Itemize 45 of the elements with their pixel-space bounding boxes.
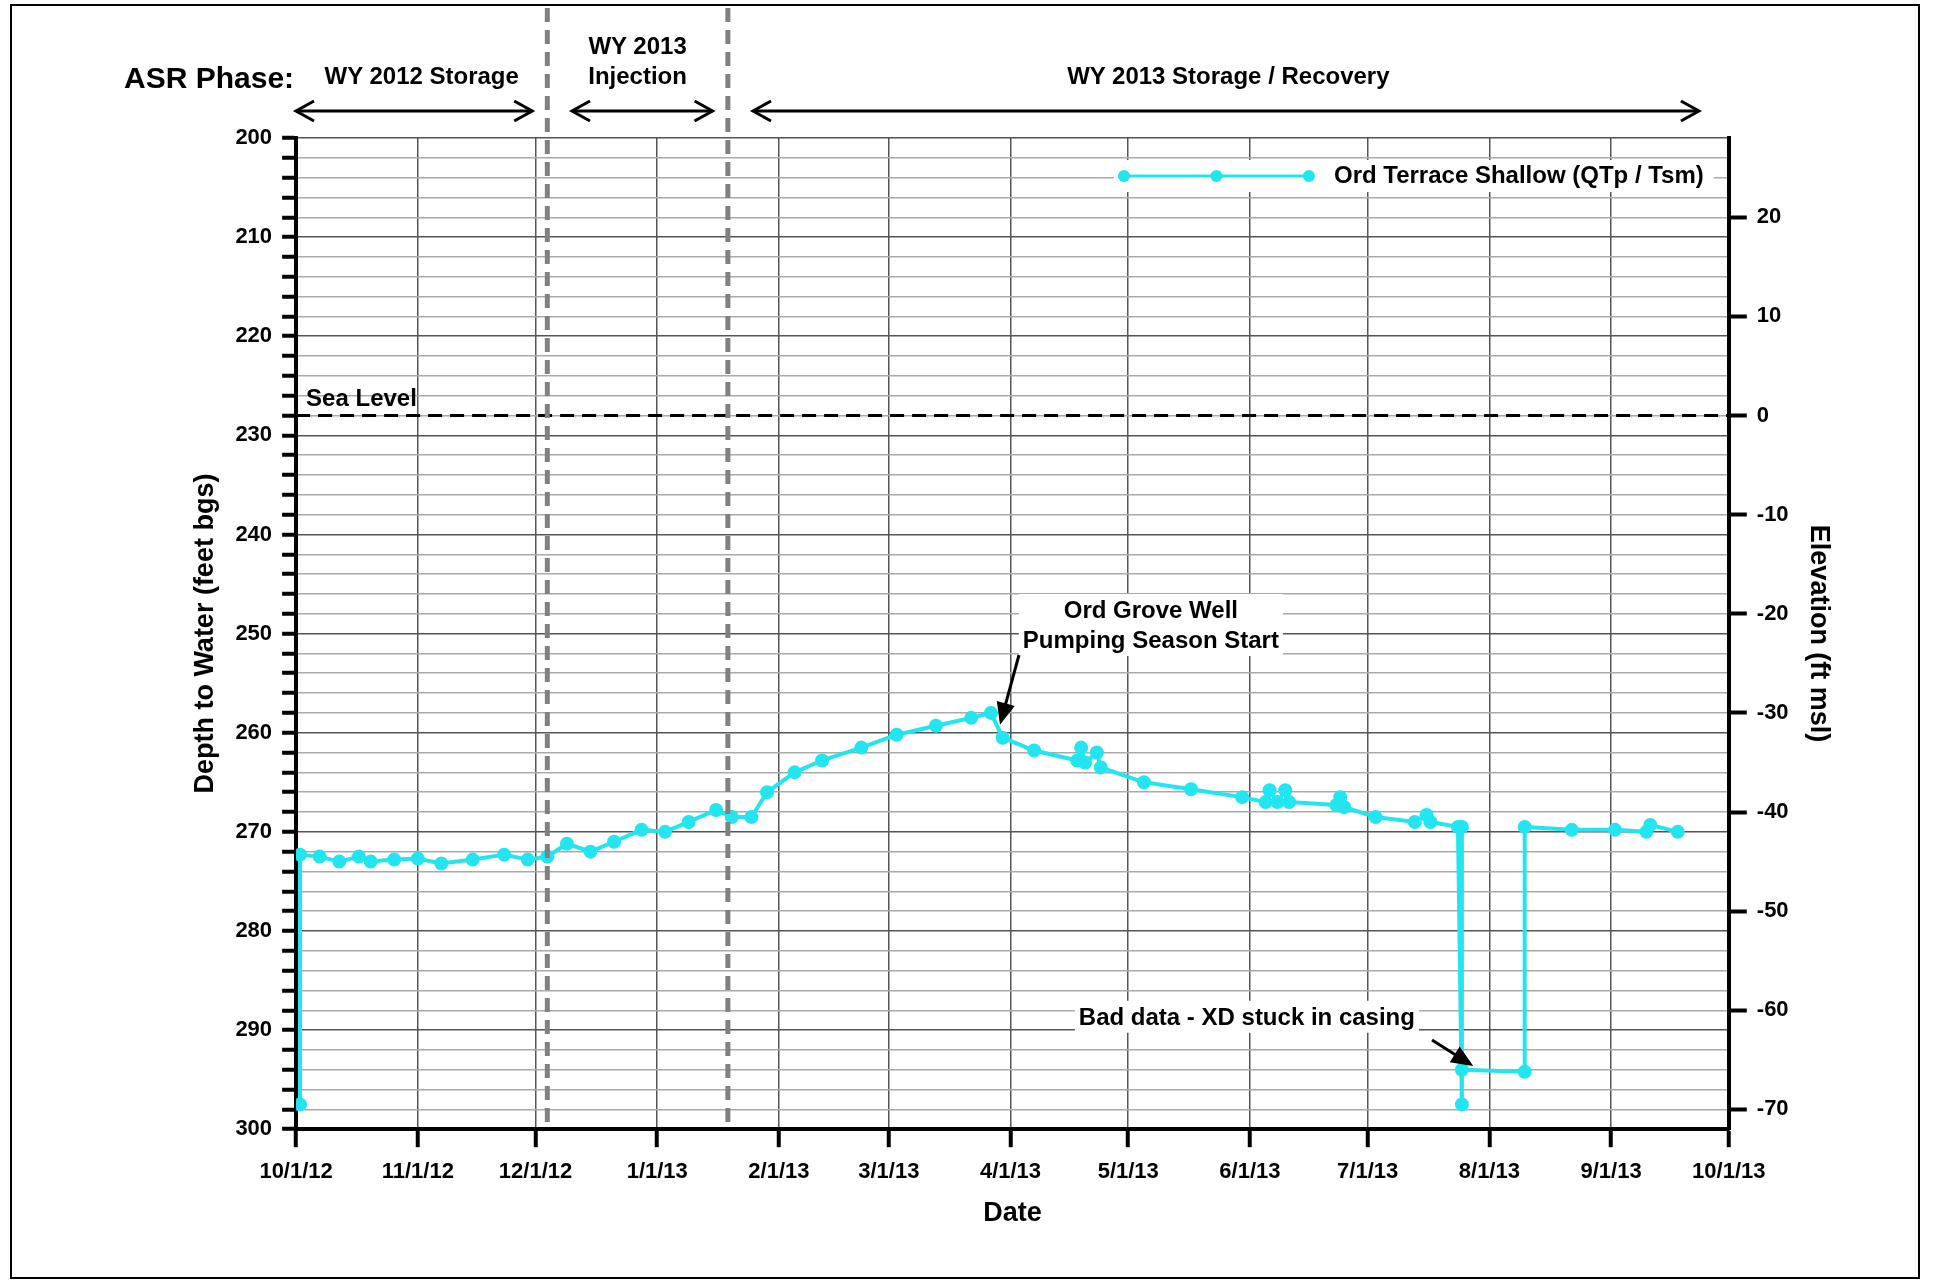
annotation: Bad data - XD stuck in casing: [1078, 1002, 1415, 1030]
x-tick-label: 2/1/13: [748, 1158, 810, 1184]
y-tick-label: 200: [235, 124, 273, 150]
y2-tick-label: -70: [1756, 1095, 1789, 1121]
text: WY 2012 Storage: [324, 62, 519, 89]
x-tick-label: 1/1/13: [626, 1158, 688, 1184]
y-tick-label: 290: [235, 1016, 273, 1042]
y-tick-label: 230: [235, 421, 273, 447]
legend-label: Ord Terrace Shallow (QTp / Tsm): [1333, 160, 1704, 188]
y2-axis-title: Elevation (ft msl): [1805, 524, 1836, 743]
x-tick-label: 11/1/12: [381, 1158, 454, 1184]
ref-line-label: Sea Level: [306, 384, 417, 412]
x-tick-label: 10/1/13: [1692, 1158, 1766, 1184]
x-tick-label: 10/1/12: [259, 1158, 333, 1184]
x-tick-label: 12/1/12: [498, 1158, 573, 1184]
x-tick-label: 9/1/13: [1580, 1158, 1642, 1184]
x-tick-label: 6/1/13: [1219, 1158, 1281, 1184]
y2-tick-label: -60: [1756, 996, 1789, 1022]
x-tick-label: 7/1/13: [1337, 1158, 1399, 1184]
y-axis-title: Depth to Water (feet bgs): [188, 473, 219, 794]
text: WY 2013 Storage / Recovery: [1067, 62, 1391, 89]
x-tick-label: 5/1/13: [1097, 1158, 1159, 1184]
y2-tick-label: -50: [1756, 897, 1789, 923]
y2-tick-label: -20: [1756, 599, 1789, 625]
text: ASR Phase:: [124, 61, 295, 94]
y-tick-label: 300: [235, 1115, 273, 1141]
y2-tick-label: -40: [1756, 798, 1789, 824]
y2-tick-label: -10: [1756, 500, 1789, 526]
y-tick-label: 270: [235, 817, 273, 843]
y2-tick-label: 0: [1756, 401, 1770, 427]
y2-tick-label: 10: [1756, 302, 1782, 328]
text: WY 2013 Injection: [588, 32, 687, 89]
y2-tick-label: 20: [1756, 203, 1782, 229]
y-tick-label: 210: [235, 223, 273, 249]
y-tick-label: 280: [235, 917, 273, 943]
y-tick-label: 260: [235, 718, 273, 744]
x-tick-label: 8/1/13: [1458, 1158, 1520, 1184]
x-tick-label: 3/1/13: [858, 1158, 920, 1184]
y-tick-label: 240: [235, 520, 273, 546]
annotation: Ord Grove Well Pumping Season Start: [1022, 595, 1279, 653]
x-axis-title: Date: [983, 1197, 1042, 1228]
y-tick-label: 220: [235, 322, 273, 348]
x-tick-label: 4/1/13: [979, 1158, 1042, 1184]
y2-tick-label: -30: [1756, 698, 1789, 724]
y-tick-label: 250: [235, 619, 273, 645]
